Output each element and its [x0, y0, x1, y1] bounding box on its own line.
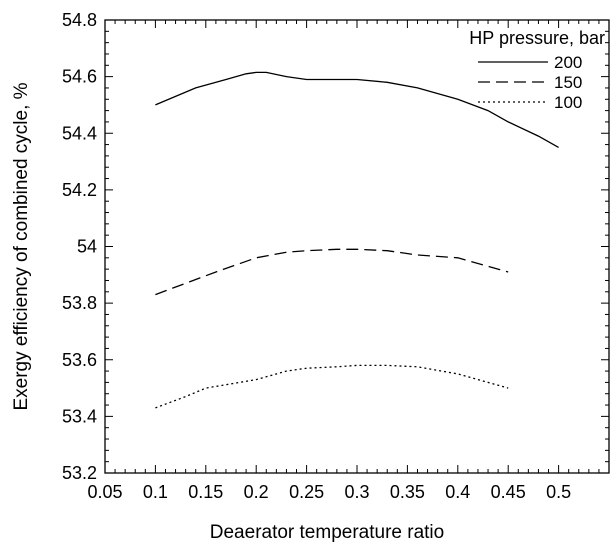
- x-tick-label: 0.5: [546, 482, 571, 502]
- y-tick-label: 53.2: [62, 463, 97, 483]
- y-axis-title: Exergy efficiency of combined cycle, %: [11, 82, 32, 410]
- x-tick-label: 0.3: [344, 482, 369, 502]
- y-tick-label: 53.8: [62, 293, 97, 313]
- legend-label-200: 200: [554, 53, 582, 72]
- legend-label-100: 100: [554, 93, 582, 112]
- legend-label-150: 150: [554, 73, 582, 92]
- x-tick-label: 0.25: [289, 482, 324, 502]
- x-tick-label: 0.05: [87, 482, 122, 502]
- x-tick-label: 0.1: [143, 482, 168, 502]
- y-tick-label: 53.6: [62, 350, 97, 370]
- y-tick-label: 54.2: [62, 180, 97, 200]
- y-tick-label: 54.4: [62, 123, 97, 143]
- y-tick-label: 54.6: [62, 67, 97, 87]
- series-line-150: [155, 248, 509, 296]
- series-line-100: [155, 364, 509, 409]
- plot-frame: [104, 19, 610, 474]
- x-tick-label: 0.2: [244, 482, 269, 502]
- x-tick-label: 0.35: [390, 482, 425, 502]
- axes-layer: 0.05 0.1 0.15 0.2 0.25 0.3 0.35 0.4 0.45 0.5 53.2 5…: [11, 10, 610, 543]
- x-tick-label: 0.45: [491, 482, 526, 502]
- y-tick-label: 54: [77, 237, 97, 257]
- legend-title: HP pressure, bar: [469, 28, 605, 48]
- series-line-200: [155, 71, 559, 148]
- series-layer: [155, 71, 559, 409]
- x-tick-label: 0.4: [445, 482, 470, 502]
- x-tick-label: 0.15: [188, 482, 223, 502]
- y-tick-label: 53.4: [62, 406, 97, 426]
- y-tick-label: 54.8: [62, 10, 97, 30]
- x-axis-title: Deaerator temperature ratio: [210, 522, 444, 543]
